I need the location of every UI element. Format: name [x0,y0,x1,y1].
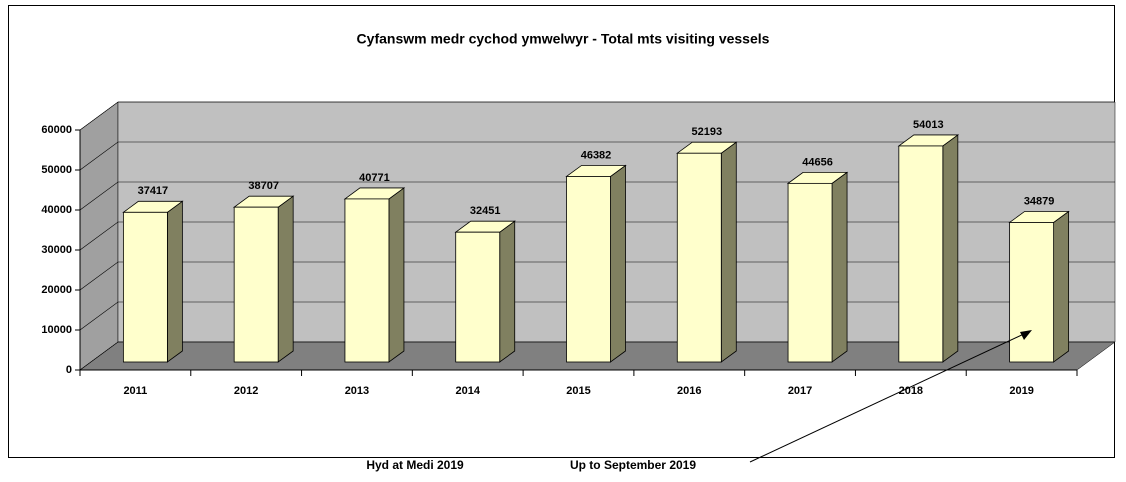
y-tick-label: 10000 [41,324,72,336]
bar [676,152,722,363]
grid-line [79,261,1115,291]
value-label: 37417 [138,185,169,197]
bar-side [1053,210,1070,363]
grid-line [79,181,1115,211]
grid-line [79,221,1115,251]
value-label: 34879 [1024,195,1055,207]
annotation: Hyd at Medi 2019 [366,458,464,472]
grid-line [79,341,1115,371]
bar [233,206,279,363]
bar-side [166,200,183,363]
value-label: 38707 [248,180,279,192]
x-tick-label: 2015 [566,385,590,397]
annotation-arrow [749,332,1027,463]
x-tick-label: 2014 [455,385,480,397]
bar-side [610,164,626,363]
y-tick-label: 40000 [41,204,72,216]
value-label: 52193 [691,126,722,138]
grid-line [79,141,1115,171]
y-tick-label: 60000 [41,124,72,136]
bar [122,211,168,363]
bar-side [388,187,405,363]
bar-side [277,195,294,363]
y-tick-label: 20000 [41,284,72,296]
value-label: 46382 [581,149,612,161]
bar-side [720,141,737,363]
x-tick-label: 2016 [677,385,701,397]
x-tick-label: 2017 [788,385,812,397]
bar [1009,222,1055,363]
y-tick-label: 30000 [41,244,72,256]
x-tick-label: 2019 [1009,385,1033,397]
x-tick-label: 2012 [234,385,258,397]
arrow-head [1020,330,1032,340]
x-tick-label: 2013 [345,385,369,397]
bar [344,198,390,363]
x-tick-label: 2011 [123,385,147,397]
annotation: Up to September 2019 [570,458,696,472]
bar-side [499,220,516,363]
x-tick-label: 2018 [899,385,923,397]
grid-line [79,101,1115,131]
y-tick-label: 50000 [41,164,72,176]
bar-side [831,171,848,363]
bar [787,182,833,363]
bar [455,231,501,363]
value-label: 32451 [470,205,501,217]
chart-title: Cyfanswm medr cychod ymwelwyr - Total mt… [357,31,770,47]
value-label: 54013 [913,119,944,131]
grid-line [79,301,1115,331]
bar [566,176,611,363]
value-label: 44656 [802,156,833,168]
value-label: 40771 [359,172,390,184]
y-tick-label: 0 [66,364,72,376]
bar-side [942,134,959,363]
bar [898,145,944,363]
